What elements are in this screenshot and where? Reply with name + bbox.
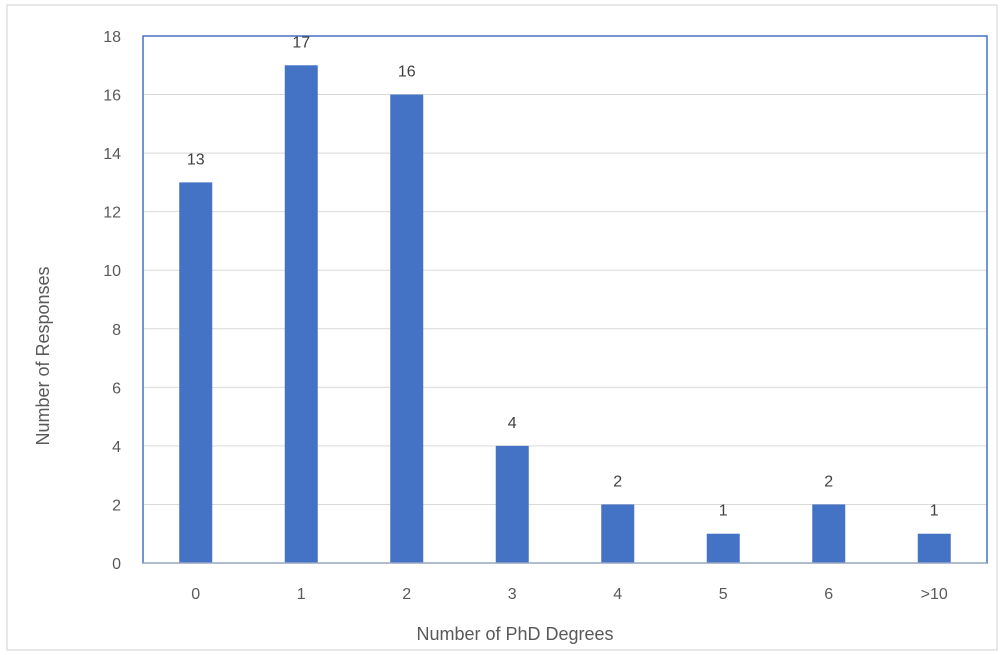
data-label: 1	[930, 503, 939, 520]
bar	[495, 445, 529, 563]
x-tick-label: 5	[719, 586, 728, 603]
data-label: 16	[398, 64, 416, 81]
data-labels: 13 17 16 4 2 1 2 1	[187, 34, 939, 519]
bar	[179, 182, 213, 563]
bar	[812, 504, 846, 563]
x-tick-label: 1	[297, 586, 306, 603]
x-axis-title: Number of PhD Degrees	[416, 624, 613, 644]
bar	[917, 533, 951, 563]
y-tick-label: 0	[112, 556, 121, 573]
x-tick-label: 4	[613, 586, 622, 603]
x-tick-label: >10	[921, 586, 948, 603]
gridlines	[143, 94, 987, 505]
y-tick-label: 4	[112, 439, 121, 456]
x-tick-label: 0	[191, 586, 200, 603]
bars	[179, 65, 951, 564]
bar	[284, 65, 318, 564]
data-label: 17	[292, 34, 310, 51]
y-tick-label: 18	[103, 29, 121, 46]
data-label: 4	[508, 415, 517, 432]
y-tick-label: 10	[103, 263, 121, 280]
bar	[390, 94, 424, 564]
y-tick-label: 8	[112, 322, 121, 339]
y-tick-label: 16	[103, 88, 121, 105]
y-tick-label: 14	[103, 146, 121, 163]
x-tick-label: 3	[508, 586, 517, 603]
bar	[706, 533, 740, 563]
y-tick-label: 12	[103, 205, 121, 222]
y-axis-title: Number of Responses	[33, 266, 53, 445]
y-tick-label: 6	[112, 380, 121, 397]
x-tick-label: 6	[824, 586, 833, 603]
data-label: 2	[613, 473, 622, 490]
data-label: 13	[187, 151, 205, 168]
data-label: 2	[824, 473, 833, 490]
x-tick-label: 2	[402, 586, 411, 603]
data-label: 1	[719, 503, 728, 520]
y-axis-ticks: 0 2 4 6 8 10 12 14 16 18	[103, 29, 121, 573]
bar	[601, 504, 635, 563]
x-axis-ticks: 0 1 2 3 4 5 6 >10	[191, 586, 948, 603]
y-tick-label: 2	[112, 497, 121, 514]
